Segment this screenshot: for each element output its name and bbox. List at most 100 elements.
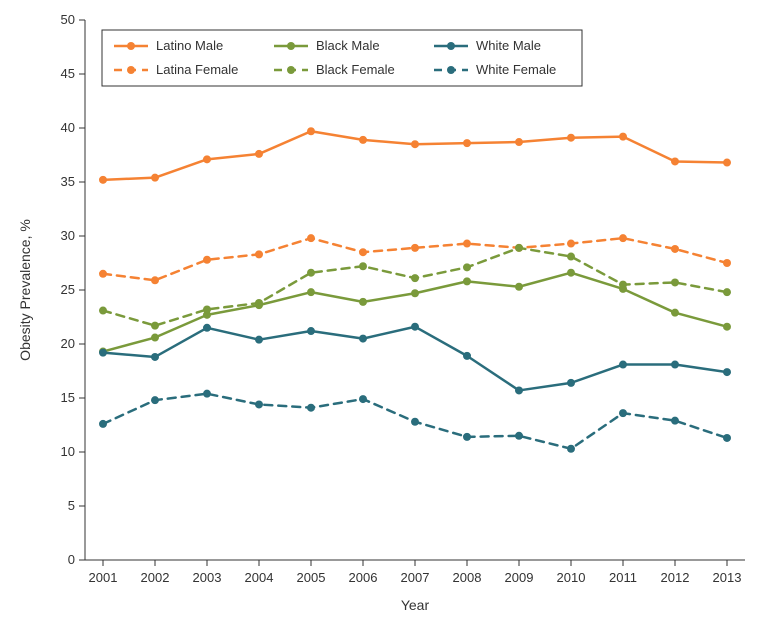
series-line-latino_male [103,131,727,180]
series-marker-white_female [411,418,419,426]
series-marker-latino_male [151,174,159,182]
series-marker-white_male [671,361,679,369]
x-tick-label: 2012 [661,570,690,585]
series-marker-latino_male [723,159,731,167]
series-marker-latina_female [99,270,107,278]
series-marker-latino_male [567,134,575,142]
series-marker-white_male [359,335,367,343]
series-marker-black_male [307,288,315,296]
series-marker-latina_female [671,245,679,253]
series-marker-black_female [99,307,107,315]
series-marker-black_male [463,277,471,285]
series-marker-latina_female [359,248,367,256]
y-tick-label: 5 [68,498,75,513]
series-marker-white_male [151,353,159,361]
series-marker-latino_male [359,136,367,144]
x-tick-label: 2004 [245,570,274,585]
series-line-black_female [103,248,727,326]
legend-label-latina_female: Latina Female [156,62,238,77]
series-marker-white_male [515,386,523,394]
series-marker-black_male [151,334,159,342]
series-marker-white_female [203,390,211,398]
series-marker-latino_male [307,127,315,135]
series-marker-latino_male [411,140,419,148]
obesity-prevalence-chart: 0510152025303540455020012002200320042005… [0,0,768,620]
series-marker-latino_male [99,176,107,184]
y-axis-label: Obesity Prevalence, % [17,219,33,361]
legend-label-white_male: White Male [476,38,541,53]
series-marker-white_female [99,420,107,428]
series-marker-latino_male [671,157,679,165]
series-marker-latino_male [255,150,263,158]
series-marker-white_female [359,395,367,403]
series-marker-white_male [99,349,107,357]
series-marker-white_male [723,368,731,376]
series-marker-black_male [723,323,731,331]
x-tick-label: 2002 [141,570,170,585]
series-marker-latina_female [255,250,263,258]
y-tick-label: 40 [61,120,75,135]
series-marker-black_female [151,322,159,330]
y-tick-label: 20 [61,336,75,351]
series-marker-white_male [567,379,575,387]
x-tick-label: 2013 [713,570,742,585]
legend-marker-latino_male [127,42,135,50]
y-tick-label: 25 [61,282,75,297]
series-marker-latina_female [619,234,627,242]
series-marker-latino_male [515,138,523,146]
series-marker-black_female [619,281,627,289]
series-line-white_male [103,327,727,391]
series-marker-black_female [515,244,523,252]
legend-label-black_female: Black Female [316,62,395,77]
series-marker-white_male [619,361,627,369]
y-tick-label: 35 [61,174,75,189]
series-marker-white_male [463,352,471,360]
series-marker-black_female [359,262,367,270]
legend-label-black_male: Black Male [316,38,380,53]
legend-marker-black_male [287,42,295,50]
x-tick-label: 2008 [453,570,482,585]
series-marker-white_female [307,404,315,412]
series-marker-black_male [411,289,419,297]
series-marker-latina_female [567,240,575,248]
series-marker-latino_male [463,139,471,147]
legend-marker-latina_female [127,66,135,74]
series-marker-black_female [307,269,315,277]
y-tick-label: 30 [61,228,75,243]
y-tick-label: 15 [61,390,75,405]
series-marker-black_male [671,309,679,317]
x-tick-label: 2007 [401,570,430,585]
series-marker-black_female [463,263,471,271]
y-tick-label: 45 [61,66,75,81]
series-marker-white_female [463,433,471,441]
legend-label-white_female: White Female [476,62,556,77]
series-marker-latina_female [723,259,731,267]
series-marker-black_female [723,288,731,296]
y-tick-label: 10 [61,444,75,459]
y-tick-label: 50 [61,12,75,27]
legend-marker-black_female [287,66,295,74]
series-marker-black_female [567,253,575,261]
chart-svg: 0510152025303540455020012002200320042005… [0,0,768,620]
series-marker-white_female [619,409,627,417]
series-marker-black_male [515,283,523,291]
series-marker-latino_male [619,133,627,141]
x-tick-label: 2009 [505,570,534,585]
series-marker-latina_female [463,240,471,248]
x-tick-label: 2010 [557,570,586,585]
legend-marker-white_male [447,42,455,50]
series-marker-white_male [255,336,263,344]
series-marker-black_male [567,269,575,277]
series-marker-white_male [411,323,419,331]
series-marker-white_female [723,434,731,442]
series-marker-white_female [515,432,523,440]
y-tick-label: 0 [68,552,75,567]
x-tick-label: 2011 [609,570,637,585]
x-tick-label: 2003 [193,570,222,585]
series-marker-black_female [255,299,263,307]
legend-marker-white_female [447,66,455,74]
series-marker-black_female [671,278,679,286]
series-marker-white_male [307,327,315,335]
x-tick-label: 2005 [297,570,326,585]
x-axis-label: Year [401,597,430,613]
